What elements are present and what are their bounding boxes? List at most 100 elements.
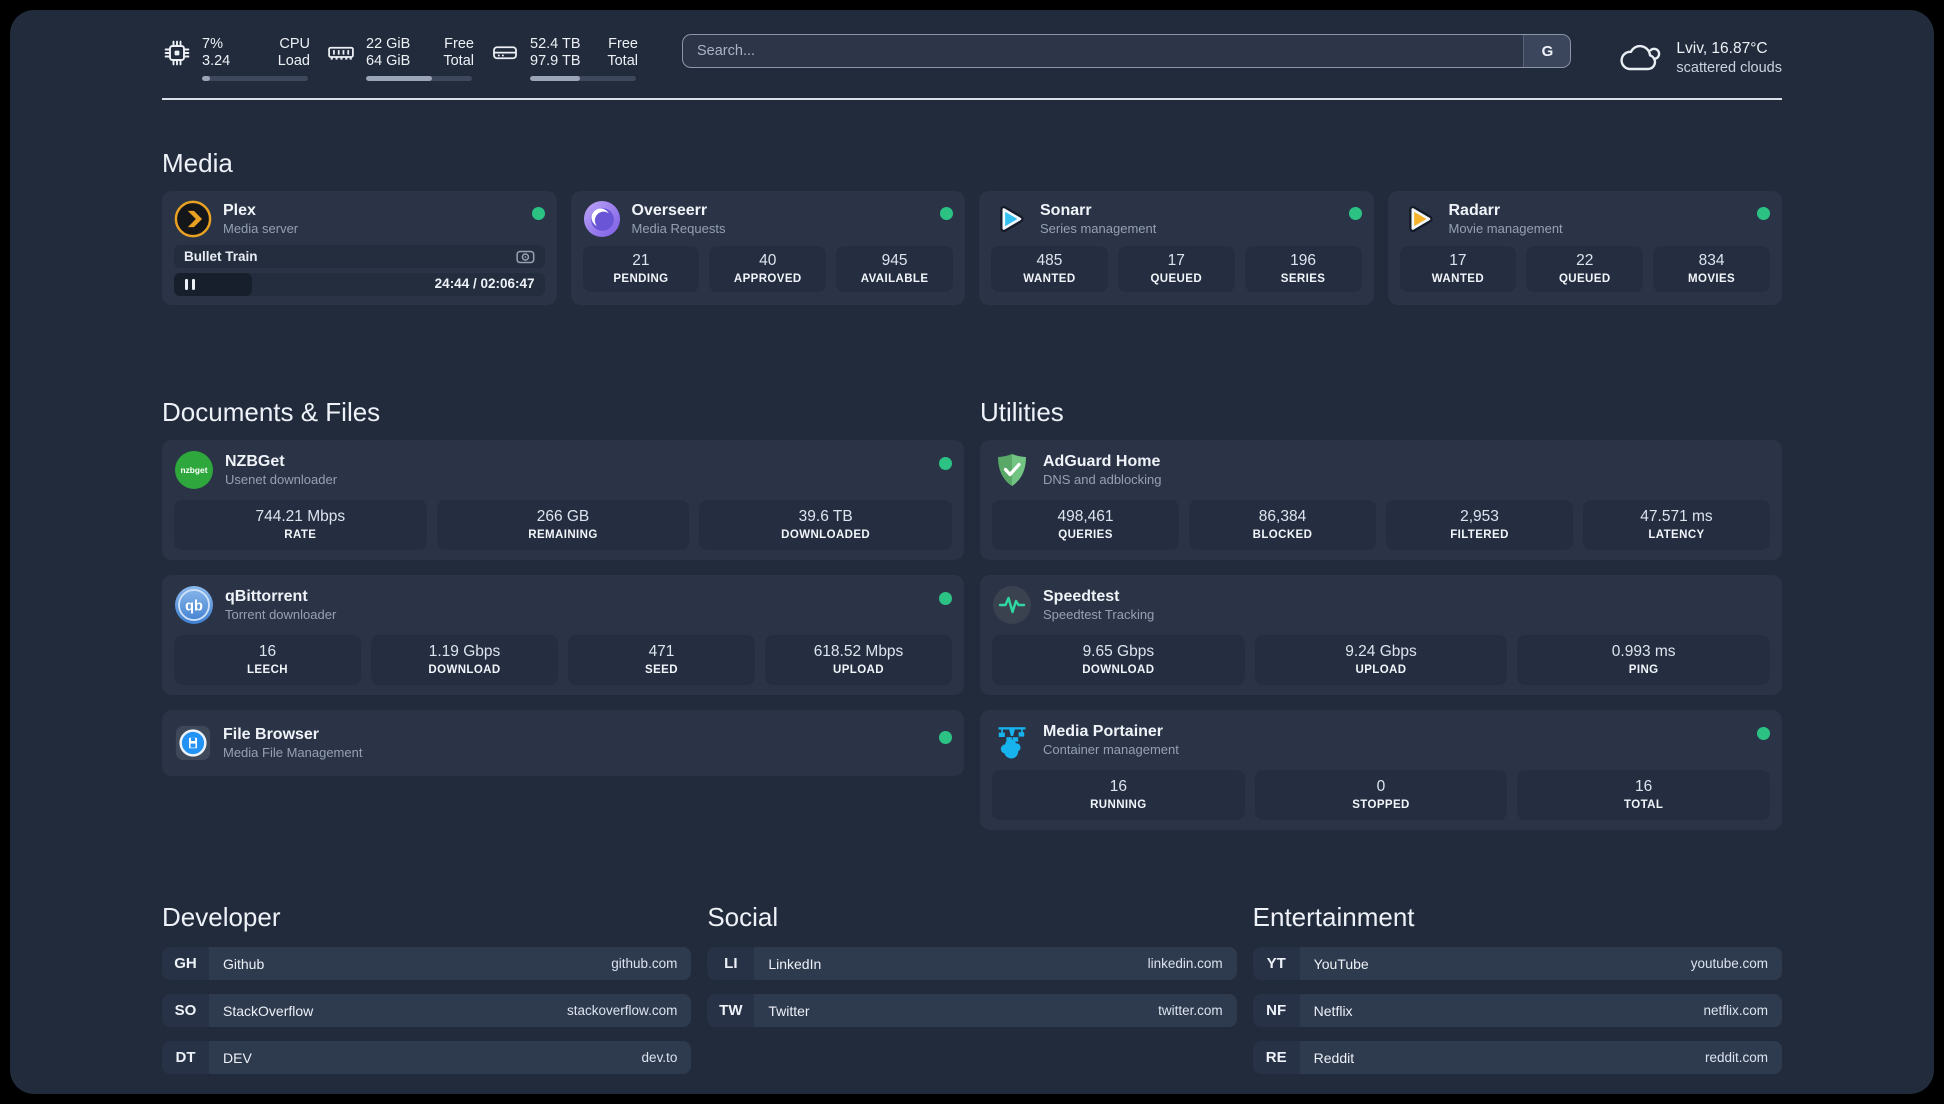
link-netflix[interactable]: NF Netflix netflix.com xyxy=(1252,994,1782,1027)
memory-icon xyxy=(326,38,356,68)
stat-box: 16 RUNNING xyxy=(992,770,1245,820)
camera-icon xyxy=(515,249,535,265)
stat-value: 0 xyxy=(1376,778,1386,795)
link-url: linkedin.com xyxy=(1147,956,1223,971)
stat-value: 17 xyxy=(1167,252,1185,269)
link-stackoverflow[interactable]: SO StackOverflow stackoverflow.com xyxy=(162,994,692,1027)
status-dot xyxy=(939,592,952,605)
weather-location-temp: Lviv, 16.87°C xyxy=(1676,40,1768,57)
app-card-sonarr[interactable]: Sonarr Series management 485 WANTED 17 Q… xyxy=(979,191,1374,305)
link-url: dev.to xyxy=(641,1050,678,1065)
stat-box: 744.21 Mbps RATE xyxy=(174,500,427,550)
search-input[interactable] xyxy=(683,35,1524,67)
link-github[interactable]: GH Github github.com xyxy=(162,947,692,980)
section-social: Social LI LinkedIn linkedin.com TW Twitt… xyxy=(707,902,1237,1074)
stat-box: 2,953 FILTERED xyxy=(1386,500,1573,550)
cpu-percent: 7% xyxy=(202,35,223,52)
playback-progress-bar: 24:44 / 02:06:47 xyxy=(174,273,545,296)
sonarr-icon xyxy=(991,200,1029,238)
app-card-qbittorrent[interactable]: qb qBittorrent Torrent downloader 16 LEE… xyxy=(162,575,964,695)
disk-stat-group: 52.4 TB 97.9 TB Free Total xyxy=(490,36,638,81)
stat-value: 196 xyxy=(1290,252,1317,269)
app-card-portainer[interactable]: Media Portainer Container management 16 … xyxy=(980,710,1782,830)
app-title: Plex xyxy=(223,202,256,219)
status-dot xyxy=(531,207,545,220)
stat-label: REMAINING xyxy=(528,529,598,541)
app-title: NZBGet xyxy=(225,453,285,470)
stat-label: FILTERED xyxy=(1450,529,1509,541)
file-browser-icon xyxy=(174,724,212,762)
stat-label: SEED xyxy=(645,664,678,676)
stat-value: 16 xyxy=(1109,778,1127,795)
documents-section-title: Documents & Files xyxy=(162,397,381,427)
radarr-icon xyxy=(1400,200,1438,238)
link-url: github.com xyxy=(611,956,678,971)
stat-box: 0 STOPPED xyxy=(1254,770,1508,820)
link-youtube[interactable]: YT YouTube youtube.com xyxy=(1252,947,1782,980)
top-bar: 7% 3.24 CPU Load xyxy=(162,32,1782,84)
app-title: Speedtest xyxy=(1043,588,1120,605)
stat-value: 834 xyxy=(1698,252,1725,269)
stat-label: DOWNLOADED xyxy=(781,529,871,541)
cpu-progress-bar xyxy=(202,75,308,81)
app-card-adguard[interactable]: AdGuard Home DNS and adblocking 498,461 … xyxy=(980,440,1782,560)
link-name: YouTube xyxy=(1313,955,1369,972)
entertainment-section-title: Entertainment xyxy=(1252,902,1415,932)
app-card-nzbget[interactable]: nzbget NZBGet Usenet downloader 744.21 M… xyxy=(162,440,964,560)
memory-progress-bar xyxy=(366,75,472,81)
stat-box: 17 QUEUED xyxy=(1117,246,1235,292)
disk-progress-fill xyxy=(530,75,580,81)
status-dot xyxy=(1757,727,1770,740)
disk-total-label: Total xyxy=(607,52,638,69)
link-name: StackOverflow xyxy=(223,1002,314,1019)
status-dot xyxy=(939,731,952,744)
svg-text:qb: qb xyxy=(185,598,203,614)
app-subtitle: Speedtest Tracking xyxy=(1043,607,1155,622)
app-subtitle: Media server xyxy=(223,221,299,236)
memory-total-value: 64 GiB xyxy=(366,52,411,69)
stat-label: RATE xyxy=(284,529,317,541)
link-reddit[interactable]: RE Reddit reddit.com xyxy=(1252,1041,1782,1074)
stat-label: LATENCY xyxy=(1648,529,1705,541)
app-title: Radarr xyxy=(1448,202,1501,219)
stat-label: STOPPED xyxy=(1352,799,1410,811)
stat-value: 618.52 Mbps xyxy=(813,643,904,660)
stat-value: 47.571 ms xyxy=(1640,508,1713,525)
stat-label: UPLOAD xyxy=(1355,664,1407,676)
stat-value: 22 xyxy=(1576,252,1594,269)
link-url: reddit.com xyxy=(1704,1050,1768,1065)
link-name: Twitter xyxy=(768,1002,810,1019)
search-engine-button[interactable]: G xyxy=(1523,35,1571,67)
app-subtitle: Movie management xyxy=(1448,221,1563,236)
link-url: youtube.com xyxy=(1690,956,1768,971)
stat-box: 485 WANTED xyxy=(991,246,1108,292)
app-title: AdGuard Home xyxy=(1043,453,1161,470)
app-card-overseerr[interactable]: Overseerr Media Requests 21 PENDING 40 A… xyxy=(570,191,965,305)
memory-free-label: Free xyxy=(444,35,474,52)
link-linkedin[interactable]: LI LinkedIn linkedin.com xyxy=(707,947,1237,980)
dashboard-panel: 7% 3.24 CPU Load xyxy=(10,10,1934,1094)
section-entertainment: Entertainment YT YouTube youtube.com NF … xyxy=(1252,902,1782,1074)
stat-box: 834 MOVIES xyxy=(1653,246,1770,292)
app-card-plex[interactable]: Plex Media server Bullet Train xyxy=(162,191,557,305)
stat-value: 39.6 TB xyxy=(798,508,853,525)
stat-label: SERIES xyxy=(1280,273,1326,285)
speedtest-icon xyxy=(992,585,1032,625)
disk-total-value: 97.9 TB xyxy=(530,52,581,69)
app-card-file-browser[interactable]: File Browser Media File Management xyxy=(162,710,964,776)
search-bar[interactable]: G xyxy=(682,34,1572,68)
memory-total-label: Total xyxy=(443,52,474,69)
header-divider xyxy=(162,98,1782,100)
app-card-radarr[interactable]: Radarr Movie management 17 WANTED 22 QUE… xyxy=(1387,191,1782,305)
link-twitter[interactable]: TW Twitter twitter.com xyxy=(707,994,1237,1027)
stat-value: 485 xyxy=(1036,252,1063,269)
stat-label: RUNNING xyxy=(1090,799,1147,811)
link-abbr: TW xyxy=(707,994,755,1027)
cpu-progress-fill xyxy=(202,75,211,81)
link-dev[interactable]: DT DEV dev.to xyxy=(162,1041,692,1074)
stat-box: 266 GB REMAINING xyxy=(436,500,690,550)
stat-value: 266 GB xyxy=(536,508,590,525)
stat-value: 1.19 Gbps xyxy=(428,643,501,660)
app-card-speedtest[interactable]: Speedtest Speedtest Tracking 9.65 Gbps D… xyxy=(980,575,1782,695)
stat-label: QUERIES xyxy=(1058,529,1113,541)
